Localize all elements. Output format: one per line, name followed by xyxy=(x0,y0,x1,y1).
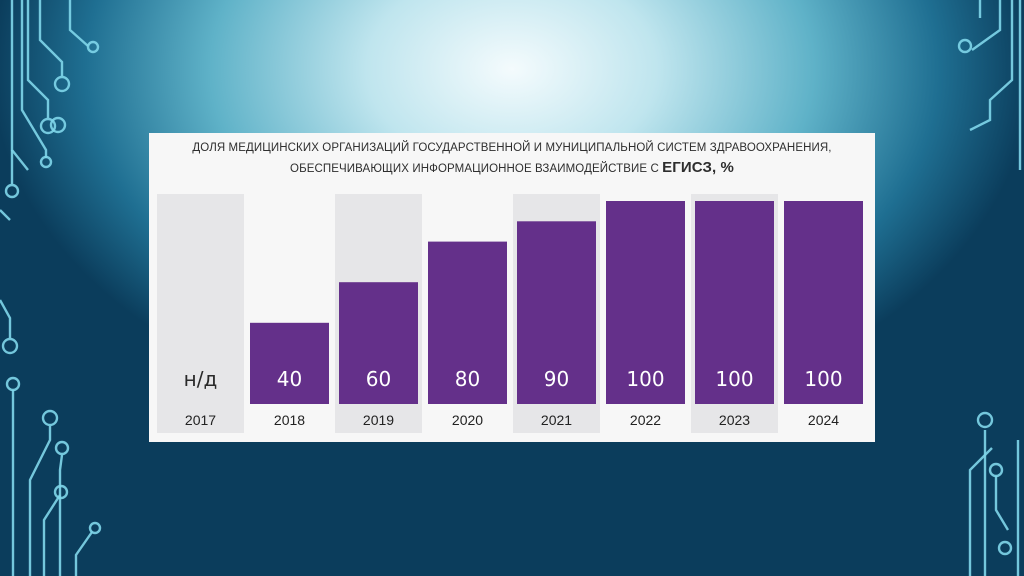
x-tick-label: 2021 xyxy=(541,412,572,428)
chart-title: ДОЛЯ МЕДИЦИНСКИХ ОРГАНИЗАЦИЙ ГОСУДАРСТВЕ… xyxy=(149,139,875,179)
bar xyxy=(428,241,507,404)
chart-title-line2-prefix: ОБЕСПЕЧИВАЮЩИХ ИНФОРМАЦИОННОЕ ВЗАИМОДЕЙС… xyxy=(290,163,663,175)
x-tick-label: 2023 xyxy=(719,412,750,428)
data-label: 60 xyxy=(366,367,391,391)
chart-title-line1: ДОЛЯ МЕДИЦИНСКИХ ОРГАНИЗАЦИЙ ГОСУДАРСТВЕ… xyxy=(192,142,832,154)
x-tick-label: 2024 xyxy=(808,412,839,428)
bar xyxy=(517,221,596,404)
bar xyxy=(250,322,329,404)
bar xyxy=(606,201,685,404)
bar xyxy=(695,201,774,404)
x-tick-label: 2022 xyxy=(630,412,661,428)
data-label: 40 xyxy=(277,367,302,391)
data-label: 100 xyxy=(626,367,664,391)
x-tick-label: 2020 xyxy=(452,412,483,428)
data-label: 80 xyxy=(455,367,480,391)
bar-chart: н/д 2017 40 2018 60 2019 80 2020 90 2021 100 2022 10… xyxy=(157,194,867,433)
x-tick-label: 2017 xyxy=(185,412,216,428)
data-label: 100 xyxy=(715,367,753,391)
chart-title-line2: ОБЕСПЕЧИВАЮЩИХ ИНФОРМАЦИОННОЕ ВЗАИМОДЕЙС… xyxy=(149,158,875,179)
data-label: н/д xyxy=(184,367,218,391)
data-label: 90 xyxy=(544,367,569,391)
chart-panel: ДОЛЯ МЕДИЦИНСКИХ ОРГАНИЗАЦИЙ ГОСУДАРСТВЕ… xyxy=(149,133,875,442)
chart-title-line2-emphasis: ЕГИСЗ, % xyxy=(662,159,734,176)
bar xyxy=(339,282,418,404)
x-tick-label: 2019 xyxy=(363,412,394,428)
bar xyxy=(784,201,863,404)
data-label: 100 xyxy=(804,367,842,391)
column-background xyxy=(157,194,244,433)
x-tick-label: 2018 xyxy=(274,412,305,428)
